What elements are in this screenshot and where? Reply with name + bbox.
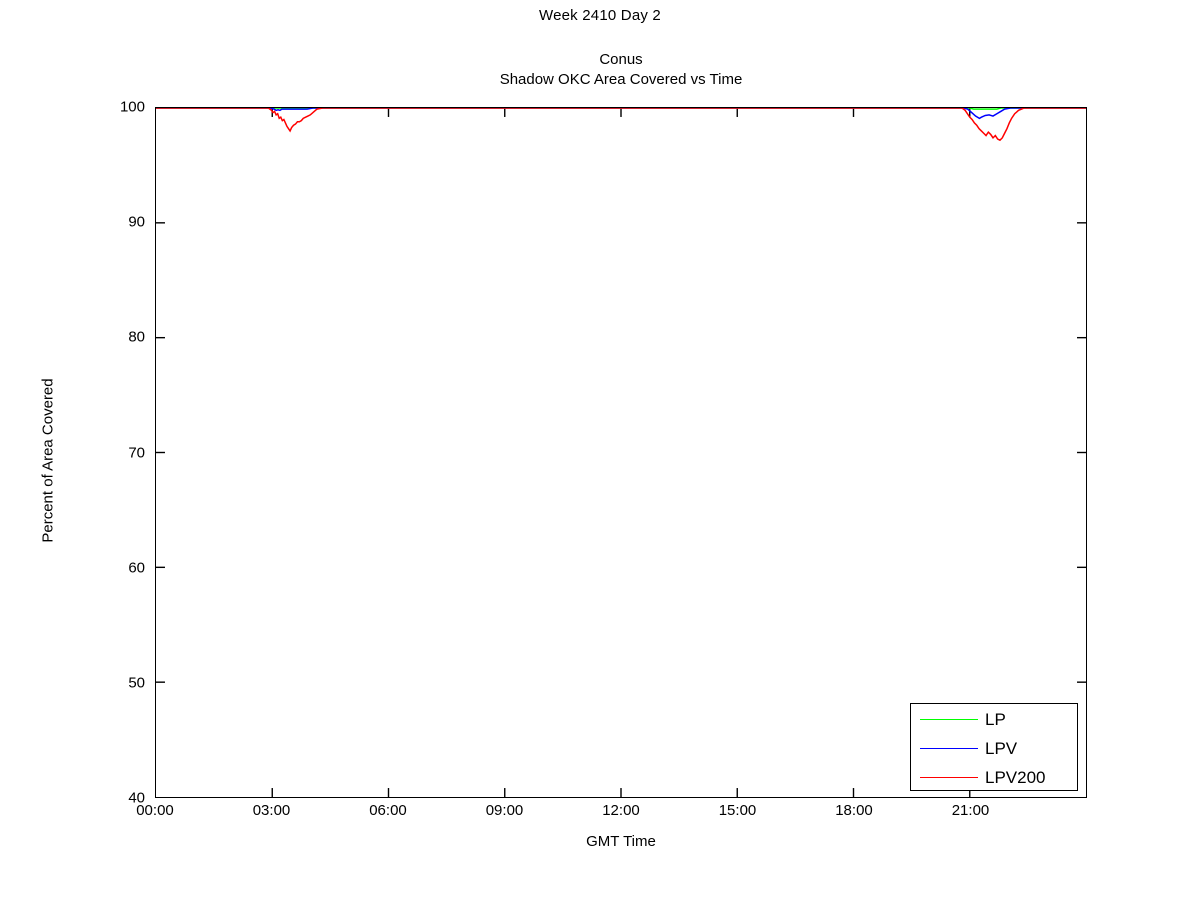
axes-title-line-1: Conus <box>599 51 643 68</box>
y-tick-label: 80 <box>128 328 145 346</box>
x-tick-label: 00:00 <box>136 802 174 819</box>
x-tick-label: 15:00 <box>718 802 757 819</box>
y-tick-label: 50 <box>128 674 145 692</box>
x-tick-label: 12:00 <box>602 802 640 819</box>
legend-entry-lp[interactable]: LP <box>911 705 1079 734</box>
series-line-lp <box>156 108 1086 109</box>
legend-box: LP LPV LPV200 <box>910 703 1078 791</box>
legend-swatch-lpv-icon <box>920 748 978 749</box>
series-plot <box>156 108 1086 797</box>
axes-title-line-2: Shadow OKC Area Covered vs Time <box>499 71 743 88</box>
legend-label: LPV <box>985 739 1018 758</box>
y-tick-label: 100 <box>119 98 145 116</box>
x-tick-label: 03:00 <box>252 802 291 819</box>
x-tick-label: 18:00 <box>835 802 873 819</box>
x-tick-label: 09:00 <box>485 802 524 819</box>
y-tick-label: 40 <box>128 789 145 807</box>
x-tick-label: 06:00 <box>369 802 407 819</box>
series-line-lpv <box>156 108 1086 118</box>
legend-label: LPV200 <box>985 768 1046 787</box>
legend-swatch-lp-icon <box>920 719 978 720</box>
legend-entry-lpv[interactable]: LPV <box>911 734 1079 763</box>
x-tick-label: 21:00 <box>951 802 990 819</box>
y-tick-label: 60 <box>128 559 145 577</box>
figure-suptitle: Week 2410 Day 2 <box>539 7 661 24</box>
axes-title: Conus Shadow OKC Area Covered vs Time <box>155 50 1087 90</box>
plot-area <box>155 107 1087 798</box>
y-axis-label: Percent of Area Covered <box>39 378 57 543</box>
legend-entry-lpv200[interactable]: LPV200 <box>911 763 1079 792</box>
x-axis-label: GMT Time <box>586 833 656 850</box>
y-tick-label: 70 <box>128 444 145 461</box>
legend-swatch-lpv200-icon <box>920 777 978 778</box>
legend-label: LP <box>985 710 1006 729</box>
series-line-lpv200 <box>156 108 1086 140</box>
y-tick-label: 90 <box>128 213 145 231</box>
